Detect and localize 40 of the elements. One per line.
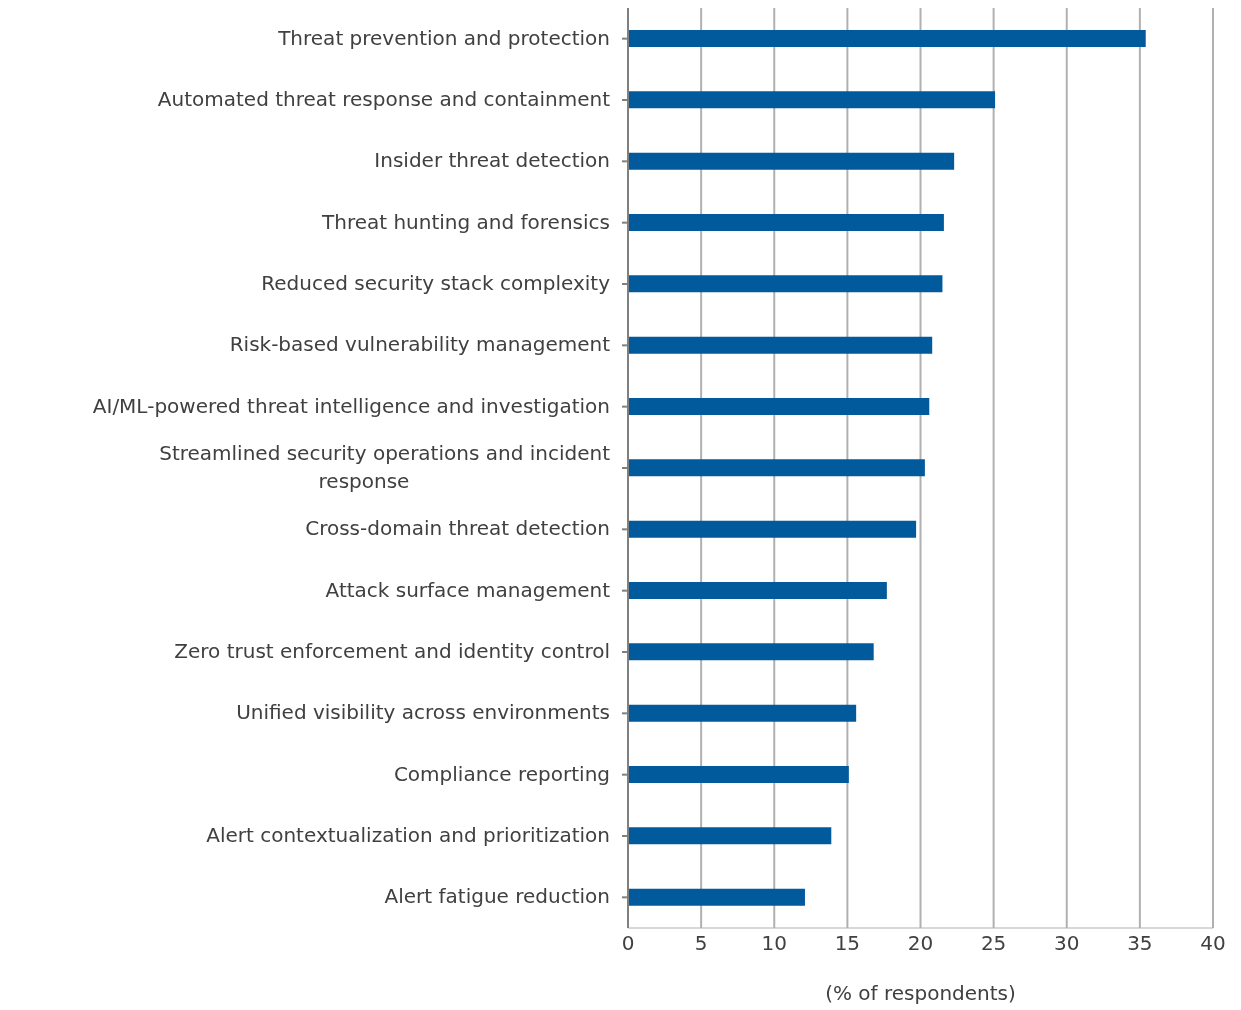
bar [628,582,887,599]
x-tick-label: 20 [907,931,934,956]
y-tick-label: Cross-domain threat detection [305,515,610,540]
y-tick-label: Zero trust enforcement and identity control [174,638,610,663]
bar [628,91,996,109]
bar [628,704,857,722]
bar [628,398,930,415]
bar [628,766,849,783]
x-tick-label: 0 [621,931,635,956]
y-tick-label: Automated threat response and containment [157,86,611,111]
x-tick-label: 15 [834,931,861,956]
x-axis-title: (% of respondents) [825,981,1016,1005]
x-tick-label: 10 [761,931,787,956]
y-tick-label: Threat prevention and protection [277,25,610,50]
y-tick-label: Reduced security stack complexity [261,270,611,295]
bar [628,888,805,906]
y-tick-label: Risk-based vulnerability management [229,331,611,356]
y-tick-label: Streamlined security operations and incident response [159,440,611,493]
x-tick-label: 5 [694,931,708,956]
y-tick-label: Alert contextualization and prioritization [206,822,610,847]
y-tick-label: Attack surface management [325,577,611,602]
bar [628,827,832,845]
bar [628,459,925,477]
bar [628,152,955,170]
x-tick-label: 25 [980,931,1007,956]
y-tick-label: AI/ML-powered threat intelligence and investigation [92,393,610,418]
bar [628,520,917,538]
y-tick-label: Insider threat detection [374,147,610,172]
bar [628,336,933,354]
x-tick-label: 30 [1054,931,1080,956]
x-tick-label: 35 [1127,931,1153,956]
y-tick-label: Compliance reporting [393,761,610,786]
bar [628,214,944,231]
bar [628,275,943,293]
bar [628,643,874,661]
y-tick-label: Unified visibility across environments [236,699,610,724]
x-tick-label: 40 [1200,931,1226,956]
bar [628,30,1146,47]
y-tick-label: Threat hunting and forensics [320,209,610,234]
y-tick-label: Alert fatigue reduction [384,883,610,908]
